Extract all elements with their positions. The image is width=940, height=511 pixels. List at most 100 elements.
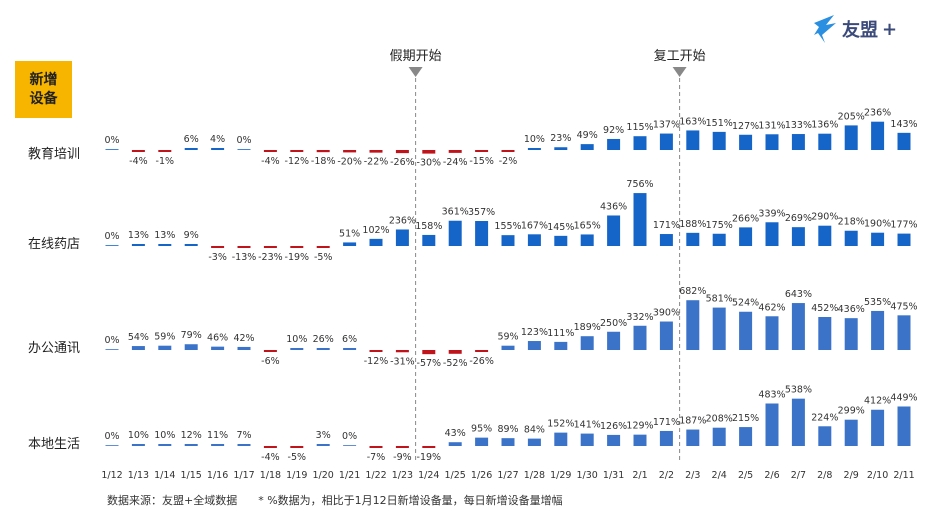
x-tick-28: 2/9 [844, 470, 859, 481]
value-label-1-1: 13% [128, 230, 149, 241]
logo-plus: + [882, 18, 898, 40]
bar-1-18 [580, 234, 594, 246]
bar-3-2 [158, 444, 172, 446]
value-label-3-19: 126% [600, 421, 627, 432]
value-label-0-3: 6% [184, 134, 199, 145]
bar-1-13 [448, 220, 462, 246]
bar-3-7 [290, 446, 304, 448]
value-label-3-2: 10% [154, 430, 175, 441]
bar-3-15 [501, 438, 515, 446]
bar-0-30 [897, 132, 911, 150]
value-label-2-22: 682% [679, 286, 706, 297]
value-label-0-2: -1% [156, 156, 175, 167]
bar-1-11 [395, 229, 409, 246]
bar-3-17 [554, 432, 568, 446]
bar-2-16 [527, 341, 541, 350]
bar-0-26 [791, 134, 805, 150]
bar-1-14 [475, 221, 489, 246]
marker-arrow-1 [672, 67, 687, 77]
bar-2-27 [818, 317, 832, 350]
value-label-2-28: 436% [838, 304, 865, 315]
bar-1-21 [659, 234, 673, 246]
value-label-3-12: -19% [417, 452, 442, 463]
value-label-3-15: 89% [497, 424, 518, 435]
value-label-3-5: 7% [236, 430, 251, 441]
bar-0-3 [184, 148, 198, 150]
bar-0-2 [158, 150, 172, 152]
bar-1-8 [316, 246, 330, 248]
value-label-3-21: 171% [653, 417, 680, 428]
bar-3-3 [184, 444, 198, 446]
bar-0-14 [475, 150, 489, 152]
marker-label-0: 假期开始 [390, 49, 442, 64]
value-label-1-20: 756% [626, 179, 653, 190]
value-label-2-6: -6% [261, 356, 280, 367]
value-label-2-4: 46% [207, 333, 228, 344]
value-label-3-9: 0% [342, 431, 357, 442]
bar-2-10 [369, 350, 383, 352]
value-label-3-29: 412% [864, 396, 891, 407]
bar-0-24 [739, 134, 753, 150]
x-tick-29: 2/10 [867, 470, 888, 481]
bar-3-18 [580, 433, 594, 446]
bar-3-16 [527, 438, 541, 446]
value-label-0-23: 151% [706, 118, 733, 129]
x-tick-25: 2/6 [764, 470, 779, 481]
bar-3-5 [237, 444, 251, 446]
bar-2-0 [105, 349, 119, 350]
bar-0-20 [633, 136, 647, 150]
bar-1-4 [211, 246, 225, 248]
value-label-1-3: 9% [184, 230, 199, 241]
bar-1-16 [527, 234, 541, 246]
value-label-2-7: 10% [286, 334, 307, 345]
value-label-2-17: 111% [547, 328, 574, 339]
value-label-0-18: 49% [577, 130, 598, 141]
x-tick-26: 2/7 [791, 470, 806, 481]
value-label-2-8: 26% [313, 334, 334, 345]
bar-2-24 [739, 311, 753, 350]
bar-0-11 [395, 150, 409, 154]
bar-0-22 [686, 130, 700, 150]
value-label-0-8: -18% [311, 156, 336, 167]
value-label-0-12: -30% [417, 158, 442, 169]
umeng-logo: 友盟 + [812, 12, 897, 46]
x-tick-21: 2/2 [659, 470, 674, 481]
bar-1-25 [765, 222, 779, 246]
bar-1-24 [739, 227, 753, 246]
value-label-1-15: 155% [494, 221, 521, 232]
bar-0-4 [211, 148, 225, 150]
x-tick-22: 2/3 [685, 470, 700, 481]
value-label-2-10: -12% [364, 356, 389, 367]
value-label-2-13: -52% [443, 358, 468, 369]
value-label-2-2: 59% [154, 332, 175, 343]
value-label-1-23: 175% [706, 220, 733, 231]
x-tick-27: 2/8 [817, 470, 832, 481]
x-tick-30: 2/11 [893, 470, 914, 481]
bar-3-21 [659, 430, 673, 446]
bar-2-15 [501, 345, 515, 350]
value-label-1-30: 177% [890, 220, 917, 231]
bar-3-0 [105, 445, 119, 446]
bar-2-11 [395, 350, 409, 353]
value-label-0-26: 133% [785, 120, 812, 131]
bar-2-22 [686, 300, 700, 350]
value-label-1-12: 158% [415, 221, 442, 232]
value-label-2-30: 475% [890, 301, 917, 312]
value-label-1-7: -19% [285, 252, 310, 263]
bar-0-9 [343, 150, 357, 153]
value-label-1-10: 102% [362, 225, 389, 236]
value-label-2-27: 452% [811, 303, 838, 314]
x-tick-11: 1/23 [392, 470, 413, 481]
bar-3-28 [844, 419, 858, 446]
bar-1-19 [607, 215, 621, 246]
bar-2-2 [158, 345, 172, 350]
bar-0-19 [607, 138, 621, 150]
x-tick-18: 1/30 [577, 470, 598, 481]
bar-1-17 [554, 235, 568, 246]
bar-3-27 [818, 426, 832, 446]
value-label-3-11: -9% [393, 452, 412, 463]
bar-3-12 [422, 446, 436, 448]
bar-3-23 [712, 427, 726, 446]
bar-3-14 [475, 437, 489, 446]
